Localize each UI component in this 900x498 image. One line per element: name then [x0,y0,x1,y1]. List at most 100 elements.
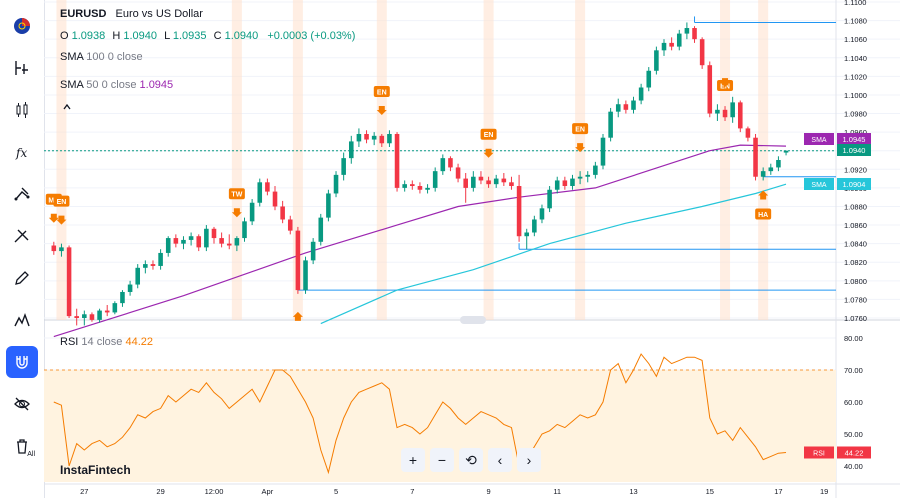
candle[interactable] [265,178,270,196]
candle[interactable] [554,176,560,194]
legend-sma50-row[interactable]: SMA 50 0 close 1.0945 [60,79,173,91]
trash-tool-button[interactable]: All [6,430,38,462]
candle[interactable] [669,37,674,51]
candle[interactable] [638,83,644,105]
candle[interactable] [692,26,697,43]
candle[interactable] [158,249,163,270]
legend-sma100-row[interactable]: SMA 100 0 close [60,51,143,63]
candle[interactable] [471,171,476,192]
zoom-in-button[interactable]: + [401,448,425,472]
candle[interactable] [364,130,369,144]
candle[interactable] [104,304,110,317]
candle[interactable] [97,308,102,323]
candle[interactable] [165,236,171,257]
candle[interactable] [768,163,774,175]
candle[interactable] [463,173,468,203]
candle[interactable] [257,178,263,207]
candle[interactable] [532,215,537,237]
candle[interactable] [501,173,507,187]
candle[interactable] [524,228,530,250]
candle[interactable] [82,310,87,326]
candle[interactable] [661,39,667,56]
candle[interactable] [150,260,156,270]
candle[interactable] [699,37,705,69]
candle[interactable] [173,234,179,248]
candle[interactable] [577,171,583,185]
pattern-annotation[interactable]: TW [228,188,245,218]
candle[interactable] [562,176,568,190]
candle[interactable] [89,312,95,322]
candle[interactable] [143,260,148,274]
scroll-left-button[interactable]: ‹ [488,448,512,472]
candle[interactable] [318,213,324,246]
candle[interactable] [120,290,125,307]
candle[interactable] [326,189,331,222]
candle[interactable] [737,100,743,133]
scroll-right-button[interactable]: › [517,448,541,472]
candle[interactable] [272,186,278,211]
candle[interactable] [287,215,293,235]
fx-tool-button[interactable]: fx [6,136,38,168]
candle[interactable] [59,243,64,257]
candle[interactable] [783,150,789,156]
candle[interactable] [600,133,606,170]
collapse-legend-button[interactable] [60,100,74,114]
candle[interactable] [753,133,758,181]
candles-tool-button[interactable] [6,94,38,126]
candle[interactable] [730,96,735,123]
candle[interactable] [676,29,682,51]
candle[interactable] [234,236,240,252]
candle[interactable] [341,152,346,181]
candle[interactable] [66,245,72,318]
brush-tools-tool-button[interactable] [6,220,38,252]
candle[interactable] [51,241,57,255]
candle[interactable] [356,128,362,147]
pattern-annotation[interactable]: EN [572,123,589,153]
chart-svg[interactable]: MBENTWENENENENHA1.11001.10801.10601.1040… [44,0,900,498]
candle[interactable] [74,308,79,326]
price-axis[interactable]: 1.1100 1.1080 1.1060 1.1040 1.1020 1.1000 1.09… [844,0,867,471]
candle[interactable] [654,46,659,75]
sma50-line[interactable] [53,144,787,338]
candle[interactable] [722,106,728,121]
pane-divider-handle[interactable] [460,316,486,324]
candle[interactable] [226,234,232,250]
candle[interactable] [204,225,209,252]
candle[interactable] [509,176,514,190]
candle[interactable] [615,98,621,118]
candle[interactable] [219,232,224,248]
candle[interactable] [539,204,545,224]
rsi-line[interactable] [53,353,787,475]
candle[interactable] [333,171,339,198]
chart-area[interactable]: MBENTWENENENENHA1.11001.10801.10601.1040… [44,0,900,498]
candle[interactable] [776,156,781,172]
candle[interactable] [478,171,484,185]
pattern-annotation[interactable]: HA [755,190,772,220]
candle[interactable] [570,174,575,190]
eye-off-tool-button[interactable] [6,388,38,420]
candle[interactable] [417,182,423,194]
patterns-tool-button[interactable] [6,304,38,336]
candle[interactable] [585,171,591,183]
candle[interactable] [211,226,217,244]
candle[interactable] [455,163,461,183]
pattern-annotation[interactable]: EN [53,195,70,225]
candle[interactable] [249,199,255,226]
flag-eu-us-tool-button[interactable] [6,10,38,42]
candle[interactable] [547,186,552,213]
candle[interactable] [402,180,407,192]
zoom-out-button[interactable]: − [430,448,454,472]
candle[interactable] [440,154,446,175]
candle[interactable] [280,200,285,224]
candle[interactable] [745,126,751,142]
candle[interactable] [448,156,453,172]
candle[interactable] [631,96,636,114]
candle[interactable] [188,232,194,246]
candle[interactable] [623,100,629,114]
time-axis[interactable]: 27 29 12:00 Apr 5 7 9 11 13 15 17 19 [80,487,828,496]
candle[interactable] [348,135,354,164]
candle[interactable] [410,180,415,190]
candle[interactable] [371,132,377,146]
candle[interactable] [295,226,301,294]
sma100-line[interactable] [320,183,787,325]
